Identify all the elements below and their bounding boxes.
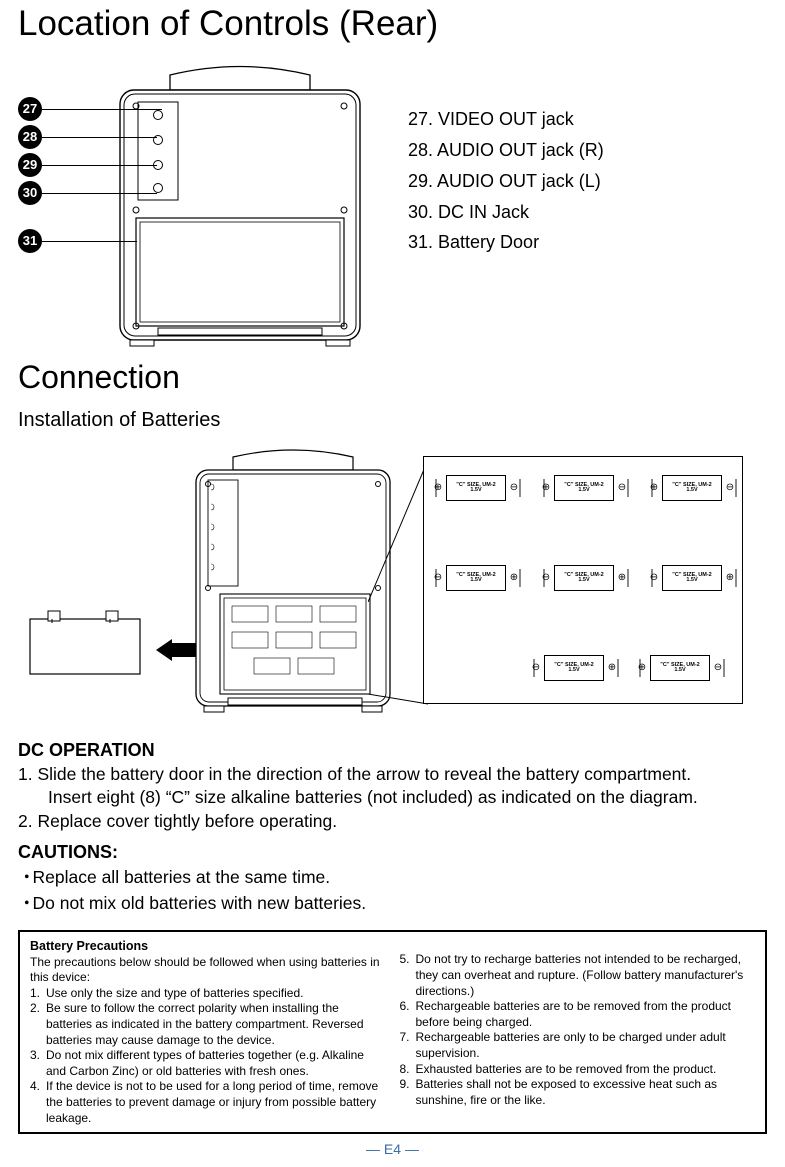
legend-item-27: 27. VIDEO OUT jack bbox=[408, 105, 767, 134]
precaution-6: 6.Rechargeable batteries are to be remov… bbox=[400, 999, 756, 1030]
dc-operation-heading: DC OPERATION bbox=[18, 738, 767, 762]
device-rear-illustration bbox=[100, 60, 380, 350]
caution-1: Replace all batteries at the same time. bbox=[18, 864, 767, 890]
legend-item-28: 28. AUDIO OUT jack (R) bbox=[408, 136, 767, 165]
battery-zoom-box: "C" SIZE, UM-21.5V ⊕⊖ "C" SIZE, UM-21.5V… bbox=[423, 456, 743, 704]
precaution-4: 4.If the device is not to be used for a … bbox=[30, 1079, 386, 1126]
precaution-9: 9.Batteries shall not be exposed to exce… bbox=[400, 1077, 756, 1108]
legend-item-31: 31. Battery Door bbox=[408, 228, 767, 257]
callout-28: 28 bbox=[18, 125, 42, 149]
precaution-5: 5.Do not try to recharge batteries not i… bbox=[400, 952, 756, 999]
battery-install-diagram: "C" SIZE, UM-21.5V ⊕⊖ "C" SIZE, UM-21.5V… bbox=[18, 444, 767, 734]
callout-31: 31 bbox=[18, 229, 42, 253]
precaution-3: 3.Do not mix different types of batterie… bbox=[30, 1048, 386, 1079]
precautions-heading: Battery Precautions bbox=[30, 938, 386, 954]
callout-29: 29 bbox=[18, 153, 42, 177]
precaution-2: 2.Be sure to follow the correct polarity… bbox=[30, 1001, 386, 1048]
precaution-8: 8.Exhausted batteries are to be removed … bbox=[400, 1062, 756, 1078]
page-title: Location of Controls (Rear) bbox=[18, 0, 767, 47]
precautions-intro: The precautions below should be followed… bbox=[30, 955, 386, 986]
page-footer: — E4 — bbox=[18, 1140, 767, 1159]
callout-27: 27 bbox=[18, 97, 42, 121]
caution-2: Do not mix old batteries with new batter… bbox=[18, 890, 767, 916]
connection-heading: Connection bbox=[18, 356, 767, 399]
battery-precautions-box: Battery Precautions The precautions belo… bbox=[18, 930, 767, 1134]
battery-door-piece bbox=[28, 609, 148, 679]
step-2: 2. Replace cover tightly before operatin… bbox=[18, 810, 767, 834]
legend-item-30: 30. DC IN Jack bbox=[408, 198, 767, 227]
callout-legend: 27. VIDEO OUT jack 28. AUDIO OUT jack (R… bbox=[408, 55, 767, 350]
rear-diagram: 27 28 29 30 31 bbox=[18, 55, 398, 350]
legend-item-29: 29. AUDIO OUT jack (L) bbox=[408, 167, 767, 196]
install-subheading: Installation of Batteries bbox=[18, 407, 767, 434]
callout-30: 30 bbox=[18, 181, 42, 205]
step-1: 1. Slide the battery door in the directi… bbox=[18, 763, 767, 810]
rear-controls-section: 27 28 29 30 31 bbox=[18, 55, 767, 350]
cautions-heading: CAUTIONS: bbox=[18, 840, 767, 864]
precaution-7: 7.Rechargeable batteries are only to be … bbox=[400, 1030, 756, 1061]
precaution-1: 1.Use only the size and type of batterie… bbox=[30, 986, 386, 1002]
